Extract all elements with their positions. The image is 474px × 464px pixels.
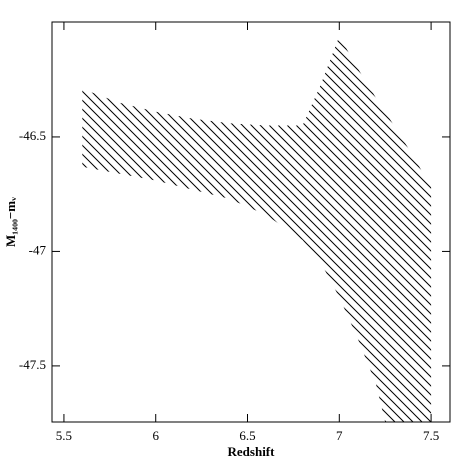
plot-frame	[51, 21, 451, 423]
y-tick-label: -46.5	[19, 128, 46, 143]
x-tick-label: 7.5	[423, 428, 439, 443]
x-tick-label: 6.5	[239, 428, 255, 443]
x-tick-label: 5.5	[56, 428, 72, 443]
x-tick-label: 7	[336, 428, 343, 443]
y-axis-title: M₁₄₀₀−mᵥ	[3, 197, 18, 247]
x-tick-label: 6	[152, 428, 159, 443]
hatched-region	[82, 36, 432, 422]
plot-area	[82, 36, 432, 422]
x-axis-title: Redshift	[228, 444, 276, 459]
y-tick-label: -47.5	[19, 357, 46, 372]
y-tick-label: -47	[29, 242, 47, 257]
